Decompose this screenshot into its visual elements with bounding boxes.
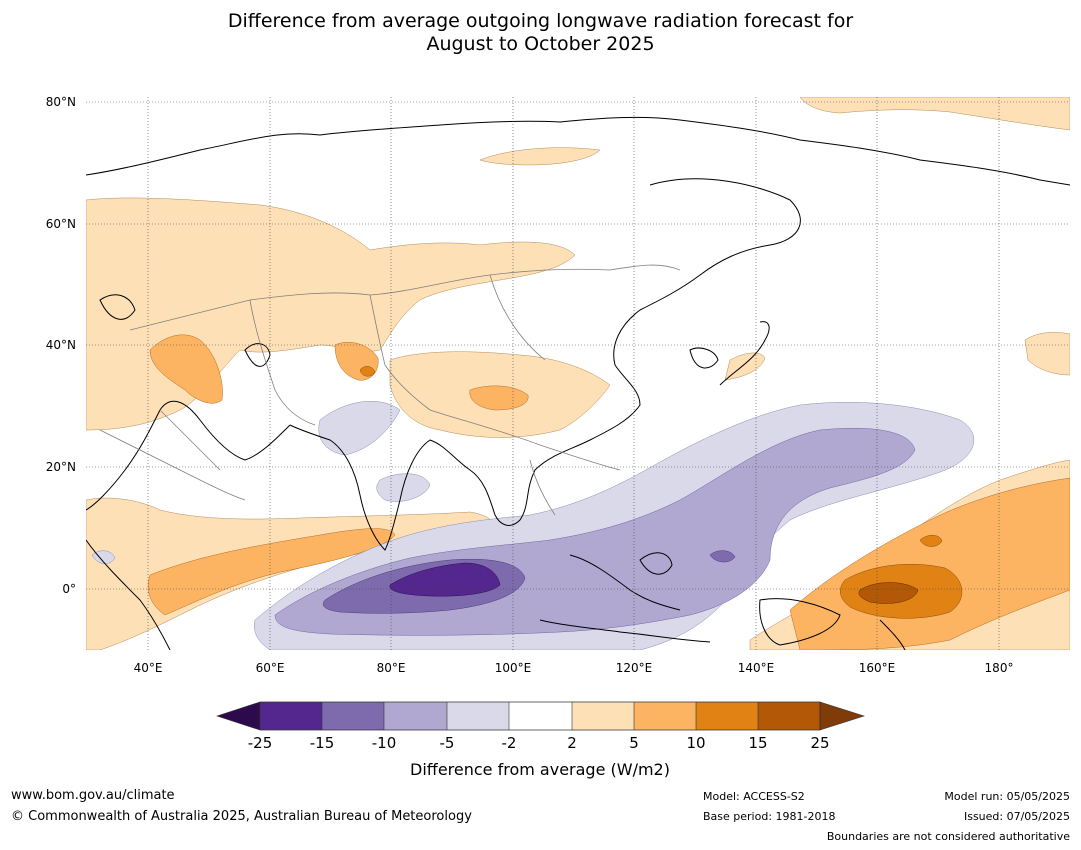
colorbar-segment [447, 702, 509, 730]
chart-title: Difference from average outgoing longwav… [0, 10, 1081, 56]
lat-label: 20°N [46, 460, 76, 474]
lon-label: 100°E [495, 661, 532, 675]
latitude-labels: 80°N 60°N 40°N 20°N 0° [46, 95, 76, 596]
colorbar-tick: -5 [440, 734, 455, 752]
colorbar-segment [260, 702, 322, 730]
base-period-text: Base period: 1981-2018 [703, 810, 836, 823]
colorbar-extend-high [819, 701, 865, 731]
colorbar-tick: 15 [748, 734, 767, 752]
colorbar-tick: -10 [372, 734, 397, 752]
country-boundaries [99, 264, 681, 516]
copyright-text: © Commonwealth of Australia 2025, Austra… [11, 809, 472, 824]
lon-label: 180° [985, 661, 1014, 675]
lat-label: 40°N [46, 338, 76, 352]
map-panel [86, 97, 1070, 650]
lon-label: 140°E [738, 661, 775, 675]
title-line-2: August to October 2025 [426, 33, 655, 55]
colorbar-tick: 10 [686, 734, 705, 752]
lat-label: 60°N [46, 217, 76, 231]
longitude-labels: 40°E 60°E 80°E 100°E 120°E 140°E 160°E 1… [134, 661, 1014, 675]
colorbar-outline [259, 701, 821, 731]
colorbar-segment [572, 702, 634, 730]
colorbar-segment [322, 702, 384, 730]
model-run-text: Model run: 05/05/2025 [944, 790, 1070, 803]
title-line-1: Difference from average outgoing longwav… [227, 10, 854, 32]
model-text: Model: ACCESS-S2 [703, 790, 805, 803]
colorbar-extend-low [216, 701, 261, 731]
issued-text: Issued: 07/05/2025 [963, 810, 1070, 823]
anomaly-minus-25-to-minus-15 [389, 562, 501, 597]
colorbar: -25 -15 -10 -5 -2 2 5 10 15 25 Differenc… [216, 701, 865, 779]
colorbar-segment [634, 702, 696, 730]
colorbar-segment [509, 702, 572, 730]
colorbar-tick: 25 [810, 734, 829, 752]
colorbar-title: Difference from average (W/m2) [410, 760, 670, 779]
colorbar-dividers [321, 702, 759, 730]
lat-label: 80°N [46, 95, 76, 109]
colorbar-tick: -15 [310, 734, 335, 752]
lon-label: 120°E [616, 661, 653, 675]
lon-label: 80°E [377, 661, 406, 675]
anomaly-15-to-25 [858, 582, 919, 604]
colorbar-tick: 2 [567, 734, 577, 752]
colorbar-tick: -25 [248, 734, 273, 752]
lon-label: 160°E [859, 661, 896, 675]
gridlines [86, 97, 1070, 650]
lon-label: 60°E [256, 661, 285, 675]
disclaimer-text: Boundaries are not considered authoritat… [826, 830, 1070, 843]
colorbar-segment [758, 702, 820, 730]
website-link[interactable]: www.bom.gov.au/climate [11, 788, 175, 803]
colorbar-segment [696, 702, 758, 730]
colorbar-tick: 5 [629, 734, 639, 752]
coastlines [86, 116, 1070, 650]
lat-label: 0° [62, 582, 76, 596]
colorbar-segment [384, 702, 447, 730]
colorbar-tick: -2 [502, 734, 517, 752]
lon-label: 40°E [134, 661, 163, 675]
